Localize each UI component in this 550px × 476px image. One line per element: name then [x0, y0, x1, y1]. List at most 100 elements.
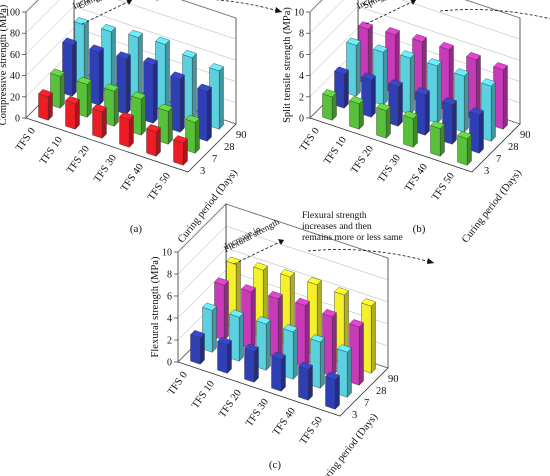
- trend-arrow: [365, 0, 417, 25]
- bar-side: [125, 54, 131, 115]
- trend-arrow: [307, 249, 435, 264]
- bar-top: [322, 89, 337, 98]
- x-tick-label: TFS 40: [403, 162, 430, 194]
- x-tick-label: TFS 10: [38, 135, 65, 167]
- bar-front: [325, 376, 336, 410]
- bar-side: [359, 322, 364, 386]
- gridline: [25, 27, 237, 82]
- z-tick-label: 3: [352, 410, 357, 421]
- bar: [298, 361, 313, 401]
- bar-top: [415, 87, 430, 96]
- bar-top: [361, 72, 376, 81]
- bar: [454, 68, 469, 133]
- bar: [104, 83, 119, 127]
- bar-front: [173, 139, 184, 166]
- x-tick-label: TFS 30: [244, 397, 271, 429]
- bar: [442, 97, 457, 145]
- x-tick-label: TFS 30: [376, 153, 403, 185]
- y-axis-label: Flexural strength (MPa): [150, 256, 161, 357]
- bar: [143, 57, 158, 124]
- bar-top: [128, 29, 143, 38]
- bar-side: [167, 106, 173, 145]
- bar: [119, 111, 134, 148]
- annotation-right-line: remains more or less same: [434, 0, 535, 3]
- bar-top: [65, 96, 80, 105]
- bar-top: [214, 277, 229, 286]
- bar-front: [92, 108, 103, 139]
- bar-side: [332, 312, 337, 377]
- x-tick-label: TFS 40: [119, 162, 146, 194]
- x-tick-label: TFS 0: [298, 126, 322, 154]
- bar-side: [425, 90, 430, 136]
- bar-side: [140, 94, 146, 136]
- bar: [89, 44, 104, 106]
- bar-top: [349, 319, 364, 328]
- bar-top: [92, 103, 107, 113]
- bar-top: [62, 37, 77, 46]
- bar-front: [376, 107, 387, 139]
- x-tick-label: TFS 20: [65, 144, 92, 176]
- bar-side: [308, 364, 313, 401]
- bar-side: [437, 61, 442, 124]
- bar-top: [283, 324, 298, 333]
- gridline: [177, 269, 389, 325]
- y-tick-label: 0: [299, 114, 304, 125]
- bar: [493, 62, 508, 130]
- z-tick-label: 7: [496, 154, 501, 165]
- bar: [158, 103, 173, 145]
- bar-front: [298, 365, 309, 401]
- bar-side: [226, 339, 232, 374]
- bar: [415, 87, 430, 136]
- bar-side: [98, 47, 104, 106]
- bar-top: [155, 36, 170, 45]
- bar-top: [358, 21, 373, 30]
- bar-side: [383, 47, 388, 106]
- z-tick-label: 90: [520, 130, 531, 141]
- gridline: [309, 0, 521, 19]
- bar: [38, 89, 53, 121]
- bar: [92, 103, 107, 139]
- bar-side: [371, 301, 376, 374]
- bar-side: [194, 117, 200, 154]
- bar: [202, 302, 217, 353]
- bar-top: [197, 83, 212, 92]
- bar-top: [481, 78, 496, 87]
- bar-side: [305, 300, 310, 368]
- x-tick-label: TFS 20: [349, 144, 376, 176]
- bar: [65, 96, 80, 130]
- bar: [295, 297, 310, 368]
- gridline: [25, 6, 237, 61]
- bar-top: [131, 91, 146, 100]
- bar-side: [344, 69, 349, 109]
- bar: [268, 291, 283, 359]
- bar: [131, 91, 146, 136]
- bar-top: [271, 351, 286, 360]
- annotation-right-line: remains more or less same: [302, 233, 403, 243]
- bar-side: [191, 52, 197, 121]
- bar: [155, 36, 170, 112]
- y-tick-label: 0: [167, 358, 172, 369]
- gridline: [25, 0, 237, 40]
- x-tick-label: TFS 0: [14, 126, 38, 154]
- z-tick-label: 7: [212, 154, 217, 165]
- bar-top: [268, 291, 283, 300]
- bar-side: [155, 127, 161, 157]
- y-tick-label: 8: [299, 29, 304, 40]
- x-tick-label: TFS 30: [92, 153, 119, 185]
- trend-arrow: [233, 239, 285, 265]
- bar: [283, 324, 298, 380]
- bar: [229, 309, 244, 362]
- bar-top: [217, 336, 232, 345]
- bar-top: [146, 124, 161, 133]
- bar-top: [427, 58, 442, 67]
- bar-side: [356, 40, 361, 97]
- bar-front: [190, 334, 201, 365]
- arrow-head: [410, 0, 416, 5]
- y-tick-label: 10: [162, 248, 172, 259]
- bar-side: [452, 100, 457, 145]
- x-tick-label: TFS 50: [430, 171, 457, 203]
- gridline: [177, 203, 389, 259]
- bar-side: [491, 81, 496, 142]
- bar-top: [454, 68, 469, 77]
